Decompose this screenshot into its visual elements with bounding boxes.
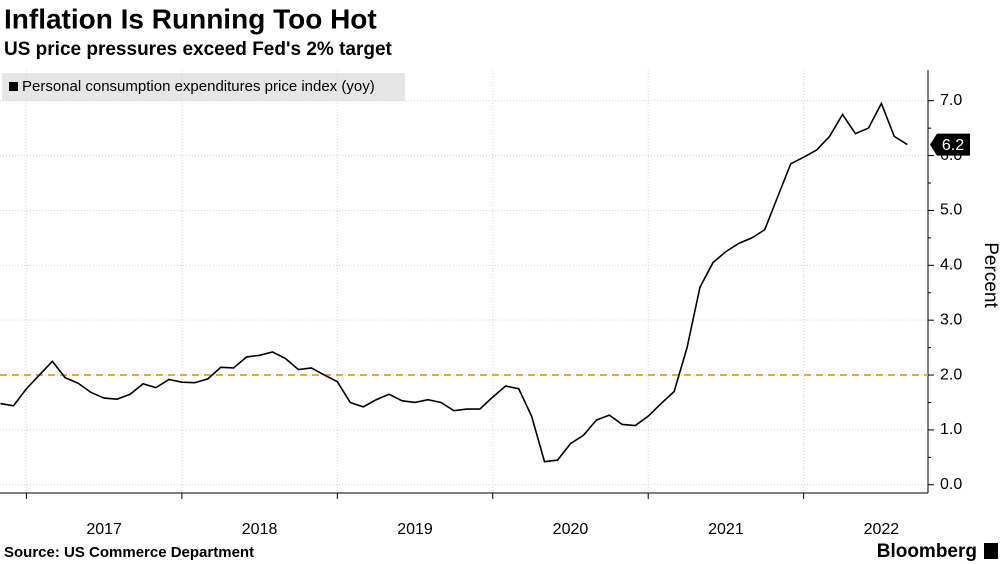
y-tick-label: 7.0 (940, 92, 962, 109)
y-tick-label: 5.0 (940, 202, 962, 219)
chart-subtitle: US price pressures exceed Fed's 2% targe… (4, 39, 393, 60)
brand-icon (984, 543, 998, 559)
chart-title: Inflation Is Running Too Hot (4, 3, 377, 34)
y-tick-label: 2.0 (940, 366, 962, 383)
x-tick-label: 2021 (708, 521, 744, 538)
x-tick-label: 2020 (553, 521, 589, 538)
legend-label: Personal consumption expenditures price … (22, 78, 375, 95)
brand: Bloomberg (877, 541, 977, 562)
y-tick-label: 3.0 (940, 311, 962, 328)
x-tick-label: 2022 (864, 521, 900, 538)
x-tick-label: 2018 (242, 521, 278, 538)
legend-box (2, 73, 405, 101)
series-line (0, 101, 908, 463)
source: Source: US Commerce Department (4, 544, 254, 561)
x-tick-label: 2019 (397, 521, 433, 538)
x-tick-label: 2017 (86, 521, 122, 538)
y-tick-label: 4.0 (940, 257, 962, 274)
end-label-box (930, 133, 970, 156)
y-axis-label: Percent (980, 242, 1001, 308)
y-tick-label: 0.0 (940, 476, 962, 493)
legend-swatch (9, 82, 18, 91)
end-label: 6.2 (942, 137, 964, 154)
y-tick-label: 1.0 (940, 421, 962, 438)
